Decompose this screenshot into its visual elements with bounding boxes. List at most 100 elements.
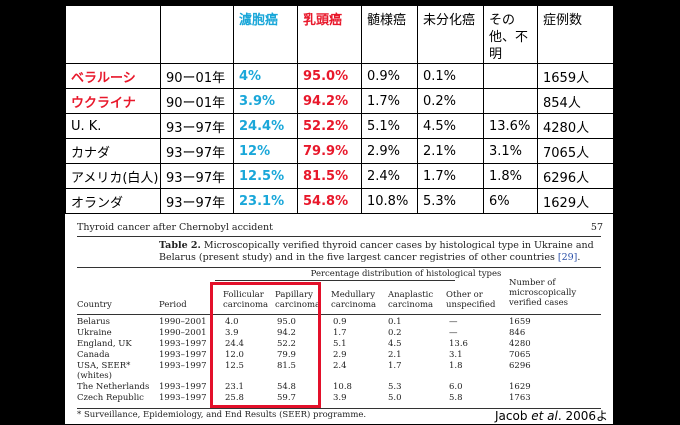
cell-medullary: 1.7% [361, 88, 418, 114]
paper-table-row: The Netherlands 1993–1997 23.1 54.8 10.8 5.3 6… [77, 382, 601, 393]
paper-cell-m: 2.9 [333, 350, 347, 360]
paper-table-row: Belarus 1990–2001 4.0 95.0 0.9 0.1 — 1659 [77, 317, 601, 328]
paper-cell-country: The Netherlands [77, 382, 150, 392]
cell-period: 93ー97年 [160, 188, 234, 214]
paper-cell-m: 3.9 [333, 393, 347, 403]
cell-period: 90ー01年 [160, 63, 234, 89]
table-row: ウクライナ 90ー01年 3.9% 94.2% 1.7% 0.2% 854人 [65, 88, 614, 114]
col-header-cases: Number of microscopically verified cases [509, 278, 577, 308]
cell-papillary: 79.9% [297, 138, 362, 164]
paper-cell-period: 1990–2001 [159, 317, 207, 327]
table-row: U. K. 93ー97年 24.4% 52.2% 5.1% 4.5% 13.6% 4280人 [65, 113, 614, 139]
paper-cell-f: 24.4 [225, 339, 244, 349]
cell-papillary: 94.2% [297, 88, 362, 114]
header-cell [65, 5, 161, 64]
footnote: * Surveillance, Epidemiology, and End Re… [77, 410, 367, 420]
col-header-other: Other or unspecified [446, 290, 496, 310]
cell-other: 1.8% [483, 163, 538, 189]
divider [77, 408, 601, 409]
paper-cell-m: 10.8 [333, 382, 352, 392]
paper-cell-n: 4280 [509, 339, 531, 349]
paper-cell-p: 81.5 [277, 361, 296, 371]
cell-other [483, 88, 538, 114]
credit-etal: et al [531, 409, 558, 423]
paper-cell-a: 4.5 [388, 339, 402, 349]
highlight-box [210, 282, 321, 408]
cell-country: オランダ [65, 188, 161, 214]
table-caption: Table 2. Microscopically verified thyroi… [159, 240, 599, 264]
cell-anaplastic: 0.2% [417, 88, 484, 114]
cell-cases: 854人 [537, 88, 614, 114]
cell-period: 93ー97年 [160, 138, 234, 164]
table-row: ベラルーシ 90ー01年 4% 95.0% 0.9% 0.1% 1659人 [65, 63, 614, 89]
divider [77, 314, 601, 315]
paper-excerpt: Thyroid cancer after Chernobyl accident … [65, 214, 613, 424]
table-row: カナダ 93ー97年 12% 79.9% 2.9% 2.1% 3.1% 7065人 [65, 138, 614, 164]
paper-cell-a: 0.2 [388, 328, 402, 338]
citation-credit: Jacob et al. 2006より [495, 407, 613, 425]
cell-anaplastic: 5.3% [417, 188, 484, 214]
paper-cell-period: 1990–2001 [159, 328, 207, 338]
paper-cell-o: 5.8 [449, 393, 463, 403]
cell-country: カナダ [65, 138, 161, 164]
header-other: その他、不明 [483, 5, 538, 64]
cell-medullary: 2.9% [361, 138, 418, 164]
col-header-follicular: Follicular carcinoma [223, 290, 269, 310]
cell-cases: 6296人 [537, 163, 614, 189]
cell-papillary: 95.0% [297, 63, 362, 89]
cell-papillary: 52.2% [297, 113, 362, 139]
paper-cell-f: 4.0 [225, 317, 239, 327]
table-row: アメリカ(白人) 93ー97年 12.5% 81.5% 2.4% 1.7% 1.8% 6296… [65, 163, 614, 189]
col-header-period: Period [159, 300, 187, 310]
cell-country: U. K. [65, 113, 161, 139]
running-header-title: Thyroid cancer after Chernobyl accident [77, 222, 273, 233]
cell-follicular: 12.5% [233, 163, 298, 189]
paper-table-row: USA, SEER* 1993–1997 12.5 81.5 2.4 1.7 1.8 6296 [77, 361, 601, 372]
col-header-country: Country [77, 300, 112, 310]
paper-cell-period: 1993–1997 [159, 339, 207, 349]
cell-cases: 7065人 [537, 138, 614, 164]
japanese-summary-table: 濾胞癌 乳頭癌 髄様癌 未分化癌 その他、不明 症例数 ベラルーシ 90ー01年 4… [65, 5, 614, 239]
paper-cell-o: — [449, 317, 458, 327]
cell-anaplastic: 1.7% [417, 163, 484, 189]
credit-author: Jacob [495, 409, 532, 423]
paper-cell-p: 54.8 [277, 382, 296, 392]
paper-cell-m: 0.9 [333, 317, 347, 327]
paper-cell-m: 2.4 [333, 361, 347, 371]
cell-papillary: 81.5% [297, 163, 362, 189]
table-row: オランダ 93ー97年 23.1% 54.8% 10.8% 5.3% 6% 1629人 [65, 188, 614, 214]
cell-country: ベラルーシ [65, 63, 161, 89]
cell-country: アメリカ(白人) [65, 163, 161, 189]
paper-cell-f: 25.8 [225, 393, 244, 403]
paper-cell-country: USA, SEER* [77, 361, 131, 371]
paper-cell-f: 12.0 [225, 350, 244, 360]
paper-cell-a: 1.7 [388, 361, 402, 371]
paper-cell-country: Ukraine [77, 328, 112, 338]
paper-cell-o: — [449, 328, 458, 338]
cell-medullary: 5.1% [361, 113, 418, 139]
cell-cases: 1659人 [537, 63, 614, 89]
cell-other: 13.6% [483, 113, 538, 139]
paper-cell-period: 1993–1997 [159, 350, 207, 360]
paper-cell-n: 6296 [509, 361, 531, 371]
cell-anaplastic: 0.1% [417, 63, 484, 89]
paper-cell-a: 5.0 [388, 393, 402, 403]
paper-cell-p: 79.9 [277, 350, 296, 360]
paper-table-row: Czech Republic 1993–1997 25.8 59.7 3.9 5.0 5.8… [77, 393, 601, 404]
paper-cell-o: 13.6 [449, 339, 468, 349]
cell-follicular: 23.1% [233, 188, 298, 214]
header-follicular: 濾胞癌 [233, 5, 298, 64]
paper-table-row: England, UK 1993–1997 24.4 52.2 5.1 4.5 13.6 42… [77, 339, 601, 350]
cell-follicular: 4% [233, 63, 298, 89]
header-cases: 症例数 [537, 5, 614, 64]
cell-cases: 1629人 [537, 188, 614, 214]
paper-cell-f: 12.5 [225, 361, 244, 371]
paper-cell-o: 6.0 [449, 382, 463, 392]
cell-other [483, 63, 538, 89]
paper-cell-n: 1659 [509, 317, 531, 327]
paper-cell-country: Czech Republic [77, 393, 144, 403]
paper-table-row: Canada 1993–1997 12.0 79.9 2.9 2.1 3.1 7065 [77, 350, 601, 361]
cell-medullary: 10.8% [361, 188, 418, 214]
paper-cell-n: 1629 [509, 382, 531, 392]
